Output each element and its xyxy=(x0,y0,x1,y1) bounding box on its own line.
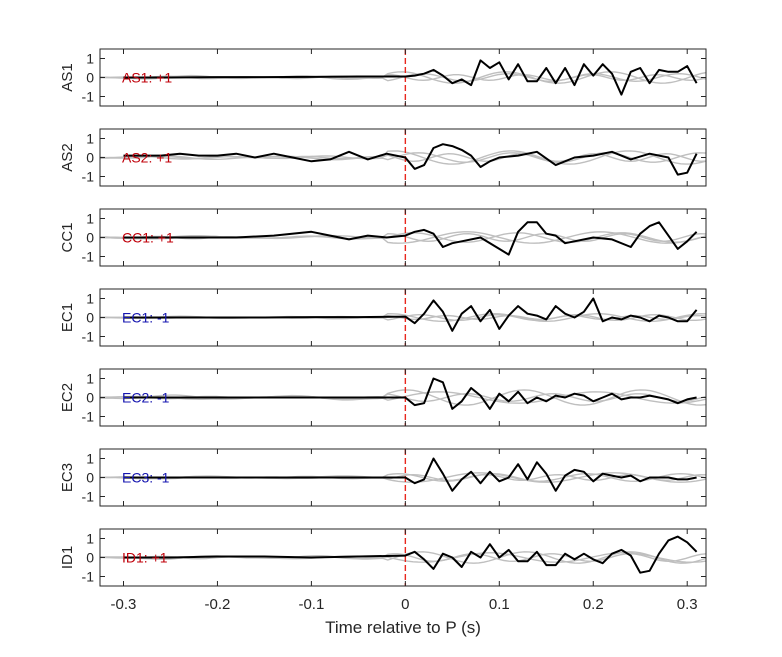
y-tick-label: 1 xyxy=(86,211,94,227)
polarity-annotation: CC1: +1 xyxy=(122,230,174,246)
y-tick-label: 1 xyxy=(86,531,94,547)
y-tick-label: 0 xyxy=(86,470,94,486)
background-trace xyxy=(100,231,706,244)
panel-ylabel: ID1 xyxy=(59,546,76,569)
y-tick-label: -1 xyxy=(82,409,95,425)
y-tick-label: 1 xyxy=(86,291,94,307)
stacked-trace xyxy=(123,59,698,96)
stacked-trace xyxy=(123,143,698,176)
x-tick-label: -0.3 xyxy=(111,596,137,613)
panel-as1: -1 0 1 AS1 AS1: +1 xyxy=(59,48,707,107)
background-trace xyxy=(100,71,706,84)
panel-ylabel: EC2 xyxy=(59,383,76,412)
background-trace xyxy=(100,152,706,163)
x-tick-label: 0.2 xyxy=(583,596,604,613)
panel-id1: -1 0 1 ID1 ID1: +1 xyxy=(59,528,707,587)
panel-ylabel: EC1 xyxy=(59,303,76,332)
polarity-annotation: ID1: +1 xyxy=(122,550,168,566)
panel-ylabel: AS1 xyxy=(59,63,76,91)
y-tick-label: 1 xyxy=(86,51,94,67)
polarity-annotation: AS1: +1 xyxy=(122,70,172,86)
panel-ylabel: CC1 xyxy=(59,222,76,252)
stacked-trace xyxy=(123,221,698,256)
y-tick-label: 0 xyxy=(86,150,94,166)
panel-ec1: -1 0 1 EC1 EC1: -1 xyxy=(59,288,707,347)
y-tick-label: 0 xyxy=(86,310,94,326)
y-tick-label: 1 xyxy=(86,451,94,467)
polarity-annotation: AS2: +1 xyxy=(122,150,172,166)
y-tick-label: 0 xyxy=(86,550,94,566)
stacked-trace xyxy=(123,457,697,492)
panel-ec3: -1 0 1 EC3 EC3: -1 xyxy=(59,448,707,507)
panel-ylabel: AS2 xyxy=(59,143,76,171)
y-tick-label: 1 xyxy=(86,131,94,147)
y-tick-label: 0 xyxy=(86,70,94,86)
panel-ec2: -1 0 1 EC2 EC2: -1 xyxy=(59,368,707,427)
polarity-annotation: EC1: -1 xyxy=(122,310,170,326)
y-tick-label: -1 xyxy=(82,169,95,185)
polarity-annotation: EC3: -1 xyxy=(122,470,170,486)
x-tick-label: 0 xyxy=(401,596,409,613)
y-tick-label: 0 xyxy=(86,390,94,406)
x-tick-label: 0.1 xyxy=(489,596,510,613)
y-tick-label: -1 xyxy=(82,89,95,105)
stacked-trace xyxy=(123,535,698,574)
y-tick-label: 1 xyxy=(86,371,94,387)
x-axis-label: Time relative to P (s) xyxy=(325,618,481,637)
y-tick-label: 0 xyxy=(86,230,94,246)
panel-ylabel: EC3 xyxy=(59,463,76,492)
x-tick-label: 0.3 xyxy=(677,596,698,613)
polarity-annotation: EC2: -1 xyxy=(122,390,170,406)
y-tick-label: -1 xyxy=(82,489,95,505)
stacked-trace xyxy=(123,297,698,332)
panel-as2: -1 0 1 AS2 AS2: +1 xyxy=(59,128,707,187)
stacked-trace xyxy=(123,377,697,410)
y-tick-label: -1 xyxy=(82,569,95,585)
background-trace xyxy=(100,552,706,563)
y-tick-label: -1 xyxy=(82,249,95,265)
y-tick-label: -1 xyxy=(82,329,95,345)
x-tick-label: -0.2 xyxy=(205,596,231,613)
panel-cc1: -1 0 1 CC1 CC1: +1 xyxy=(59,208,707,267)
x-tick-label: -0.1 xyxy=(298,596,324,613)
